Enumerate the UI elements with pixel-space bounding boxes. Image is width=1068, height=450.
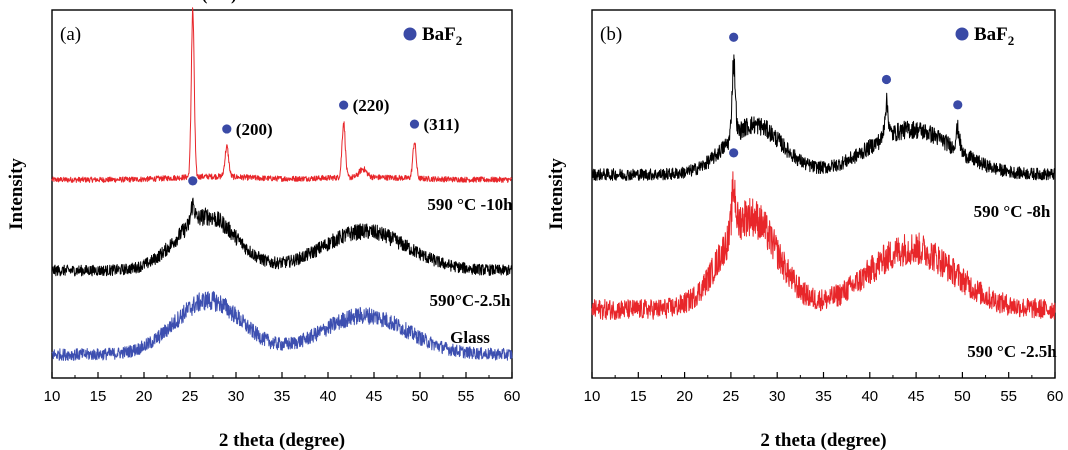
x-tick-label: 40 (320, 388, 337, 405)
x-tick-label: 55 (458, 388, 475, 405)
x-tick-label: 20 (136, 388, 153, 405)
legend-label-main: BaF (974, 24, 1008, 45)
series-label: 590°C-2.5h (430, 291, 511, 310)
legend-label: BaF2 (422, 24, 462, 48)
y-axis-label: Intensity (6, 158, 27, 230)
x-tick-label: 15 (90, 388, 107, 405)
x-tick-label: 30 (228, 388, 245, 405)
x-tick-label: 45 (908, 388, 925, 405)
x-tick-label: 55 (1000, 388, 1017, 405)
x-tick-label: 10 (44, 388, 61, 405)
peak-index-label: (220) (353, 96, 390, 115)
x-tick-label: 60 (1047, 388, 1064, 405)
series-line-1 (592, 172, 1055, 320)
legend-label-sub: 2 (456, 33, 463, 48)
panel-label: (a) (60, 24, 81, 45)
x-tick-label: 15 (630, 388, 647, 405)
x-tick-label: 45 (366, 388, 383, 405)
y-axis-label: Intensity (546, 158, 567, 230)
peak-marker (188, 176, 197, 185)
peak-marker (729, 148, 738, 157)
series-label: 590 °C -8h (974, 202, 1051, 221)
x-tick-label: 10 (584, 388, 601, 405)
peak-marker (953, 100, 962, 109)
plot-frame-0 (52, 10, 512, 378)
peak-marker (339, 100, 348, 109)
legend-marker (956, 28, 969, 41)
legend-label: BaF2 (974, 24, 1014, 48)
x-tick-label: 25 (723, 388, 740, 405)
series-line-0 (592, 55, 1055, 180)
x-tick-label: 35 (815, 388, 832, 405)
peak-index-label: (111) (202, 0, 237, 4)
x-tick-label: 20 (676, 388, 693, 405)
x-tick-label: 30 (769, 388, 786, 405)
x-axis-label: 2 theta (degree) (219, 430, 345, 450)
plot-frame-1 (592, 10, 1055, 378)
legend-label-sub: 2 (1008, 33, 1015, 48)
legend-marker (404, 28, 417, 41)
x-axis-label: 2 theta (degree) (760, 430, 886, 450)
x-tick-label: 60 (504, 388, 521, 405)
peak-index-label: (311) (423, 115, 459, 134)
series-label: 590 °C -10h (427, 195, 513, 214)
x-tick-label: 25 (182, 388, 199, 405)
legend-label-main: BaF (422, 24, 456, 45)
x-tick-label: 50 (412, 388, 429, 405)
series-label: Glass (450, 328, 490, 347)
peak-marker (882, 75, 891, 84)
peak-marker (222, 124, 231, 133)
peak-marker (729, 33, 738, 42)
x-tick-label: 35 (274, 388, 291, 405)
peak-marker (410, 119, 419, 128)
x-tick-label: 40 (861, 388, 878, 405)
x-tick-label: 50 (954, 388, 971, 405)
peak-index-label: (200) (236, 120, 273, 139)
series-label: 590 °C -2.5h (967, 342, 1057, 361)
panel-label: (b) (600, 24, 622, 45)
